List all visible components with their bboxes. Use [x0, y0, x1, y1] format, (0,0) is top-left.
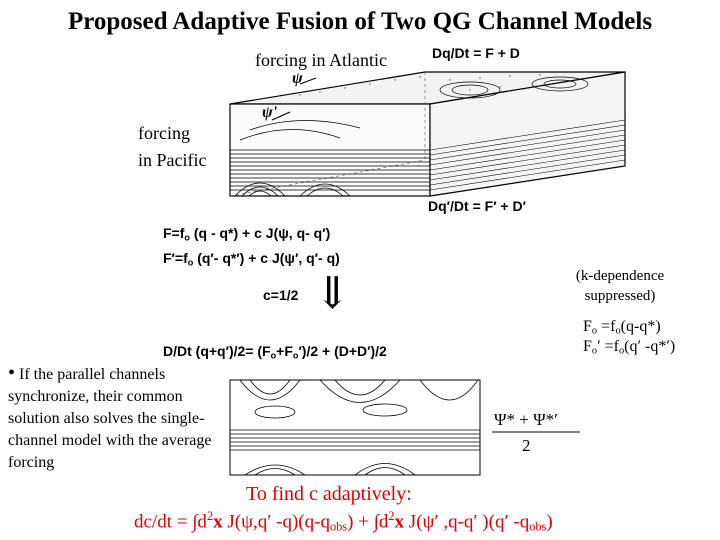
psi-average-numerator: Ψ* + Ψ*′ [494, 410, 558, 429]
label-forcing-pacific-2: in Pacific [138, 150, 207, 170]
label-forcing-pacific-1: forcing [138, 123, 190, 143]
bullet-icon: • [8, 362, 16, 384]
label-psi-prime: ψ' [262, 104, 278, 121]
slide-title: Proposed Adaptive Fusion of Two QG Chann… [67, 8, 653, 35]
equation-top-right: Dq/Dt = F + D [432, 45, 520, 61]
equation-F: F=fo (q - q*) + c J(ψ, q- q′) [163, 225, 331, 243]
c-value: c=1/2 [263, 287, 299, 303]
label-forcing-atlantic: forcing in Atlantic [255, 50, 387, 70]
note-k-dependence: (k-dependence [575, 268, 665, 284]
bullet-text: • If the parallel channels synchronize, … [8, 362, 212, 471]
equation-average: D/Dt (q+q′)/2= (Fo+Fo′)/2 + (D+D′)/2 [163, 343, 387, 361]
adaptive-heading: To find c adaptively: [246, 483, 412, 505]
equation-bottom-right: Dq′/Dt = F′ + D′ [428, 198, 526, 214]
definition-Fo: Fo =fo(q-q*) [583, 318, 661, 337]
down-arrow-icon: ⇓ [314, 269, 351, 318]
label-psi: ψ [292, 70, 303, 87]
equation-F-prime: F′=fo (q′- q*′) + c J(ψ′, q′- q) [163, 250, 340, 268]
definition-Fo-prime: Fo′ =fo(q′ -q*′) [583, 338, 676, 357]
psi-average-denominator: 2 [522, 436, 531, 455]
note-suppressed: suppressed) [584, 288, 656, 304]
adaptive-equation: dc/dt = ∫d2x J(ψ,q′ -q)(q-qobs) + ∫d2x J… [134, 509, 553, 534]
